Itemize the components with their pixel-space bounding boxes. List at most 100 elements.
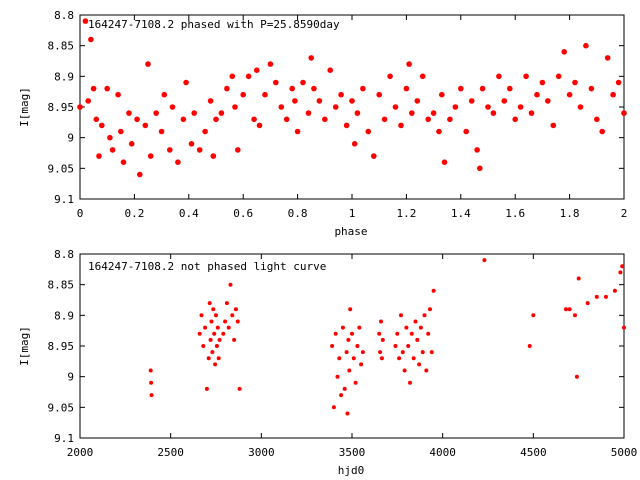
data-point [523,73,529,80]
data-point [360,350,365,355]
bottom-plot-frame [79,253,625,439]
data-point [365,128,372,135]
data-point [128,141,135,147]
data-point [409,331,414,336]
data-point [485,104,491,110]
data-point [371,153,377,159]
data-point [477,165,483,172]
data-point [408,380,412,385]
data-point [381,116,388,123]
y-tick-label: 8.85 [48,40,75,53]
data-point [204,386,209,391]
data-point [349,98,355,104]
data-point [429,350,434,355]
data-point [332,104,339,110]
data-point [175,159,181,165]
data-point [327,67,334,73]
data-point [378,350,383,355]
data-point [149,393,154,398]
data-point [343,122,350,129]
top-plot-frame [79,14,625,200]
data-point [379,319,383,324]
data-point [342,386,347,391]
data-point [339,393,344,398]
data-point [294,128,301,135]
y-tick-label: 9 [67,371,74,384]
data-point [340,325,345,330]
data-point [621,110,627,116]
data-point [612,288,617,293]
data-point [411,356,416,361]
y-tick-label: 9.05 [48,162,75,175]
data-point [232,337,237,342]
data-point [338,91,344,98]
y-tick-label: 8.85 [48,279,75,292]
y-tick-label: 9.1 [54,432,74,445]
data-point [134,116,140,123]
data-point [406,61,412,67]
bottom-y-axis-label: I[mag] [18,326,31,366]
data-point [201,344,206,348]
data-point [577,104,584,110]
data-point [395,331,400,336]
data-point [588,85,595,92]
data-point [353,380,358,385]
data-point [564,307,568,312]
data-point [436,128,442,135]
data-point [357,325,362,330]
data-point [615,79,622,86]
data-point [399,313,403,318]
data-point [262,91,268,98]
data-point [392,104,399,110]
data-point [167,147,173,153]
x-tick-label: 0 [77,207,84,220]
data-point [224,85,230,92]
data-point [528,110,535,116]
data-point [267,61,274,67]
data-point [400,350,405,355]
data-point [539,79,546,86]
data-point [447,116,453,123]
x-tick-label: 4500 [520,446,547,459]
top-ticks: 0 0.2 0.4 0.6 0.8 1 1.2 1.4 1.6 1.8 2 8.8 8.85 8.9 8.9… [48,9,628,220]
data-point [245,73,252,80]
data-point [226,325,231,330]
data-point [379,356,384,361]
x-tick-label: 0.4 [179,207,199,220]
data-point [104,85,110,92]
data-point [149,380,154,385]
data-point [211,307,216,312]
y-tick-label: 8.9 [54,70,74,83]
data-point [209,319,214,324]
data-point [292,98,298,104]
data-point [316,98,323,104]
y-tick-label: 9 [67,132,74,145]
data-point [482,258,487,263]
data-point [223,319,228,324]
data-point [420,350,425,355]
x-tick-label: 0.2 [124,207,144,220]
x-tick-label: 1.4 [451,207,471,220]
y-tick-label: 8.95 [48,101,75,114]
data-point [218,110,225,116]
data-point [88,36,94,43]
data-point [308,55,315,61]
data-point [337,356,342,361]
data-point [191,110,197,116]
data-point [415,337,420,342]
data-point [77,104,83,110]
data-point [158,128,165,135]
data-point [161,91,168,98]
data-point [147,153,154,159]
data-point [126,110,132,116]
data-point [221,331,226,336]
x-tick-label: 0.8 [288,207,308,220]
x-tick-label: 1 [349,207,356,220]
data-point [215,325,220,330]
x-tick-label: 1.6 [505,207,525,220]
data-point [354,110,361,116]
data-point [207,301,212,306]
data-point [422,313,427,318]
data-point [387,73,393,80]
